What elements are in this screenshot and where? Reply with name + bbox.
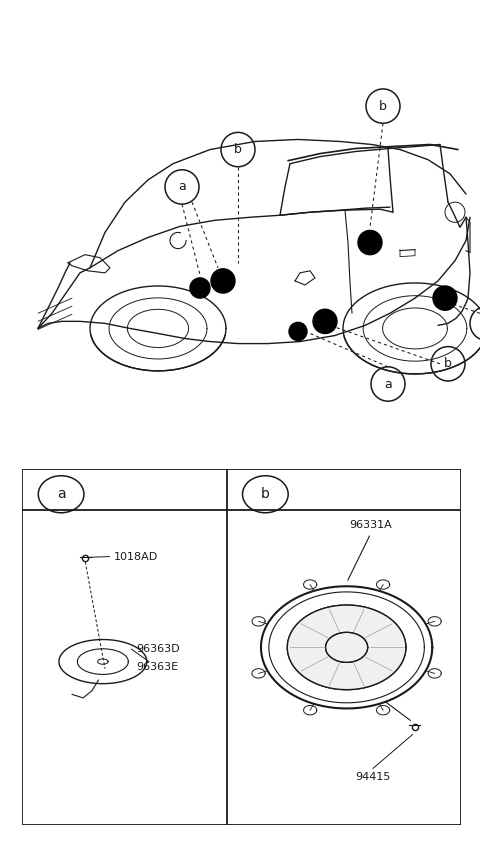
- Circle shape: [358, 231, 382, 255]
- Circle shape: [211, 269, 235, 293]
- Circle shape: [190, 278, 210, 298]
- Text: b: b: [379, 100, 387, 112]
- Text: b: b: [444, 357, 452, 371]
- Circle shape: [289, 323, 307, 341]
- Circle shape: [313, 309, 337, 334]
- Text: a: a: [384, 378, 392, 390]
- Text: a: a: [57, 487, 65, 501]
- Ellipse shape: [288, 605, 406, 690]
- Text: b: b: [261, 487, 270, 501]
- Circle shape: [433, 286, 457, 311]
- Text: 96363D: 96363D: [136, 644, 180, 654]
- Text: 96363E: 96363E: [136, 662, 178, 672]
- Text: b: b: [234, 143, 242, 156]
- Text: 96331A: 96331A: [349, 519, 392, 529]
- Text: 1018AD: 1018AD: [114, 552, 158, 562]
- Text: a: a: [178, 180, 186, 193]
- Text: 94415: 94415: [355, 772, 391, 782]
